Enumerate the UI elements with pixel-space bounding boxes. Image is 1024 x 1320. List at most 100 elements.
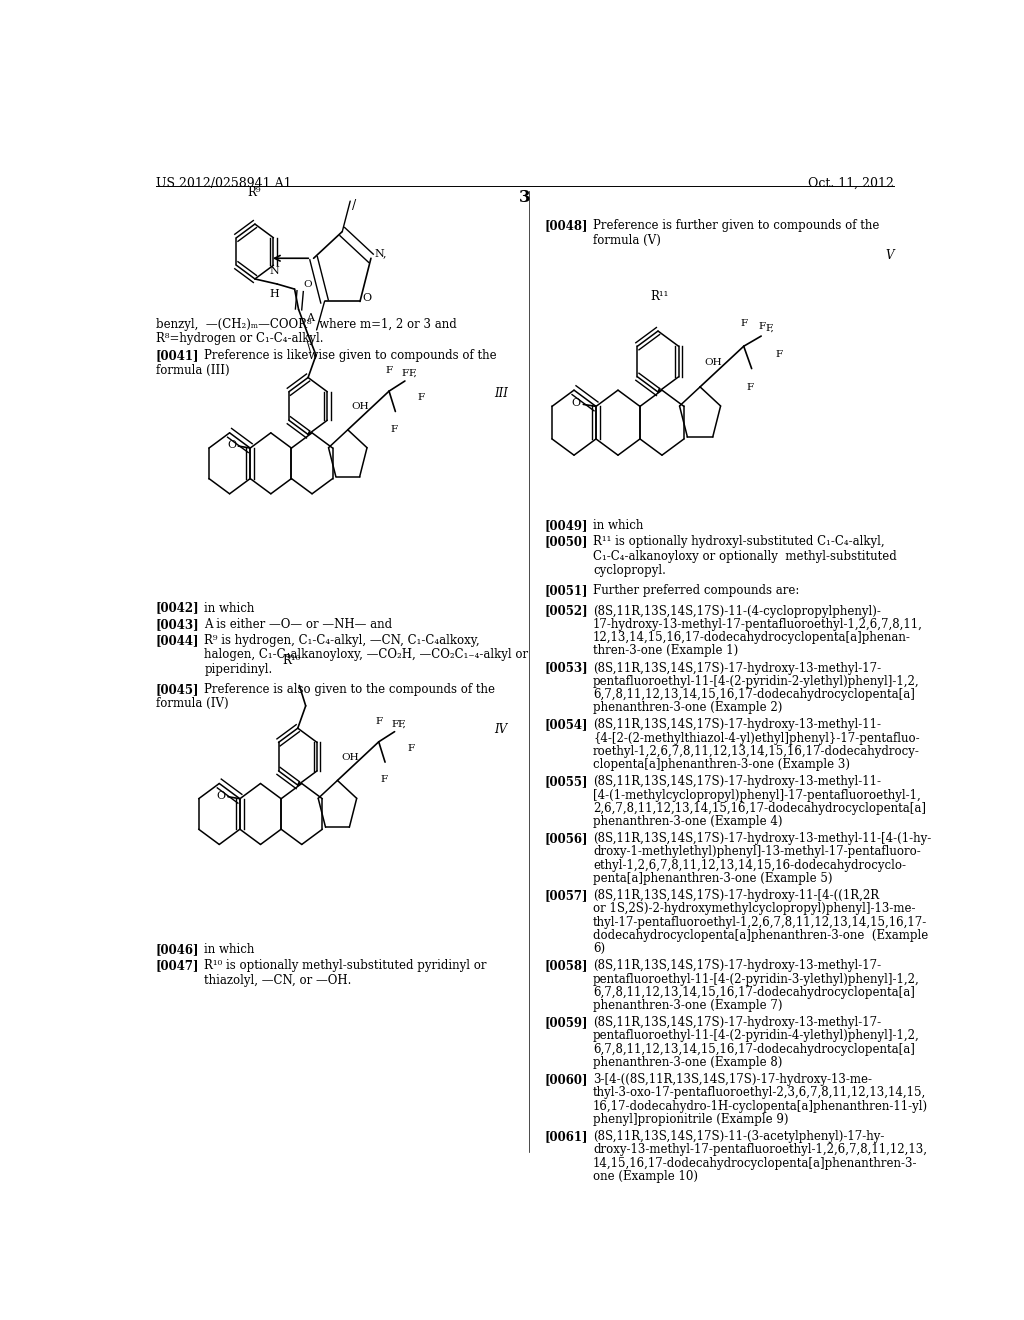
Text: in which: in which [204,942,255,956]
Text: 6,7,8,11,12,13,14,15,16,17-dodecahydrocyclopenta[a]: 6,7,8,11,12,13,14,15,16,17-dodecahydrocy… [593,1043,914,1056]
Text: roethyl-1,2,6,7,8,11,12,13,14,15,16,17-dodecahydrocy-: roethyl-1,2,6,7,8,11,12,13,14,15,16,17-d… [593,744,920,758]
Text: [4-(1-methylcyclopropyl)phenyl]-17-pentafluoroethyl-1,: [4-(1-methylcyclopropyl)phenyl]-17-penta… [593,788,921,801]
Text: in which: in which [593,519,643,532]
Text: phenanthren-3-one (Example 4): phenanthren-3-one (Example 4) [593,814,782,828]
Text: [0045]: [0045] [156,682,200,696]
Text: [0052]: [0052] [545,605,588,618]
Text: thiazolyl, —CN, or —OH.: thiazolyl, —CN, or —OH. [204,974,351,986]
Text: F: F [758,322,765,331]
Text: [0055]: [0055] [545,775,588,788]
Text: O: O [571,399,581,408]
Text: {4-[2-(2-methylthiazol-4-yl)ethyl]phenyl}-17-pentafluo-: {4-[2-(2-methylthiazol-4-yl)ethyl]phenyl… [593,731,920,744]
Text: [0059]: [0059] [545,1016,588,1030]
Text: OH: OH [705,358,722,367]
Text: R¹⁰: R¹⁰ [282,655,300,667]
Text: phenanthren-3-one (Example 8): phenanthren-3-one (Example 8) [593,1056,782,1069]
Text: 17-hydroxy-13-methyl-17-pentafluoroethyl-1,2,6,7,8,11,: 17-hydroxy-13-methyl-17-pentafluoroethyl… [593,618,923,631]
Text: 6,7,8,11,12,13,14,15,16,17-dodecahydrocyclopenta[a]: 6,7,8,11,12,13,14,15,16,17-dodecahydrocy… [593,688,914,701]
Text: (8S,11R,13S,14S,17S)-17-hydroxy-11-[4-((1R,2R: (8S,11R,13S,14S,17S)-17-hydroxy-11-[4-((… [593,890,880,902]
Text: (8S,11R,13S,14S,17S)-17-hydroxy-13-methyl-17-: (8S,11R,13S,14S,17S)-17-hydroxy-13-methy… [593,1016,882,1030]
Text: dodecahydrocyclopenta[a]phenanthren-3-one  (Example: dodecahydrocyclopenta[a]phenanthren-3-on… [593,929,929,942]
Text: O: O [303,280,312,289]
Text: cyclopropyl.: cyclopropyl. [593,564,666,577]
Text: F,: F, [409,370,417,378]
Text: O: O [217,791,226,801]
Text: [0042]: [0042] [156,602,200,615]
Text: 6,7,8,11,12,13,14,15,16,17-dodecahydrocyclopenta[a]: 6,7,8,11,12,13,14,15,16,17-dodecahydrocy… [593,986,914,999]
Text: F: F [775,350,782,359]
Text: \: \ [307,342,311,355]
Text: [0061]: [0061] [545,1130,588,1143]
Text: (8S,11R,13S,14S,17S)-17-hydroxy-13-methyl-17-: (8S,11R,13S,14S,17S)-17-hydroxy-13-methy… [593,960,882,973]
Text: (8S,11R,13S,14S,17S)-17-hydroxy-13-methyl-11-: (8S,11R,13S,14S,17S)-17-hydroxy-13-methy… [593,718,881,731]
Text: R¹⁰ is optionally methyl-substituted pyridinyl or: R¹⁰ is optionally methyl-substituted pyr… [204,960,486,973]
Text: (8S,11R,13S,14S,17S)-17-hydroxy-13-methyl-11-[4-(1-hy-: (8S,11R,13S,14S,17S)-17-hydroxy-13-methy… [593,833,931,845]
Text: R⁸=hydrogen or C₁-C₄-alkyl.: R⁸=hydrogen or C₁-C₄-alkyl. [156,333,324,346]
Text: F: F [376,717,383,726]
Text: thyl-3-oxo-17-pentafluoroethyl-2,3,6,7,8,11,12,13,14,15,: thyl-3-oxo-17-pentafluoroethyl-2,3,6,7,8… [593,1086,927,1100]
Text: 2,6,7,8,11,12,13,14,15,16,17-dodecahydrocyclopenta[a]: 2,6,7,8,11,12,13,14,15,16,17-dodecahydro… [593,801,926,814]
Text: 14,15,16,17-dodecahydrocyclopenta[a]phenanthren-3-: 14,15,16,17-dodecahydrocyclopenta[a]phen… [593,1156,918,1170]
Text: O: O [227,440,237,450]
Text: formula (IV): formula (IV) [156,697,228,710]
Text: pentafluoroethyl-11-[4-(2-pyridin-3-ylethyl)phenyl]-1,2,: pentafluoroethyl-11-[4-(2-pyridin-3-ylet… [593,973,920,986]
Text: IV: IV [495,722,508,735]
Text: (8S,11R,13S,14S,17S)-11-(3-acetylphenyl)-17-hy-: (8S,11R,13S,14S,17S)-11-(3-acetylphenyl)… [593,1130,885,1143]
Text: F: F [401,370,409,378]
Text: Preference is likewise given to compounds of the: Preference is likewise given to compound… [204,350,497,363]
Text: F: F [386,366,393,375]
Text: N: N [269,265,279,276]
Text: formula (III): formula (III) [156,364,229,376]
Text: [0046]: [0046] [156,942,200,956]
Text: Preference is further given to compounds of the: Preference is further given to compounds… [593,219,880,232]
Text: thyl-17-pentafluoroethyl-1,2,6,7,8,11,12,13,14,15,16,17-: thyl-17-pentafluoroethyl-1,2,6,7,8,11,12… [593,916,928,928]
Text: F: F [746,383,754,392]
Text: in which: in which [204,602,255,615]
Text: phenanthren-3-one (Example 7): phenanthren-3-one (Example 7) [593,999,782,1012]
Text: A: A [306,313,313,322]
Text: [0060]: [0060] [545,1073,588,1086]
Text: benzyl,  —(CH₂)ₘ—COOR⁸  where m=1, 2 or 3 and: benzyl, —(CH₂)ₘ—COOR⁸ where m=1, 2 or 3 … [156,318,457,331]
Text: [0056]: [0056] [545,833,588,845]
Text: 3-[4-((8S,11R,13S,14S,17S)-17-hydroxy-13-me-: 3-[4-((8S,11R,13S,14S,17S)-17-hydroxy-13… [593,1073,872,1086]
Text: [0051]: [0051] [545,585,588,597]
Text: or 1S,2S)-2-hydroxymethylcyclopropyl)phenyl]-13-me-: or 1S,2S)-2-hydroxymethylcyclopropyl)phe… [593,903,915,915]
Text: C₁-C₄-alkanoyloxy or optionally  methyl-substituted: C₁-C₄-alkanoyloxy or optionally methyl-s… [593,549,897,562]
Text: [0057]: [0057] [545,890,588,902]
Text: [0043]: [0043] [156,618,200,631]
Text: US 2012/0258941 A1: US 2012/0258941 A1 [156,177,292,190]
Text: (8S,11R,13S,14S,17S)-17-hydroxy-13-methyl-11-: (8S,11R,13S,14S,17S)-17-hydroxy-13-methy… [593,775,881,788]
Text: F: F [391,719,398,729]
Text: 6): 6) [593,942,605,956]
Text: pentafluoroethyl-11-[4-(2-pyridin-2-ylethyl)phenyl]-1,2,: pentafluoroethyl-11-[4-(2-pyridin-2-ylet… [593,675,920,688]
Text: one (Example 10): one (Example 10) [593,1170,698,1183]
Text: OH: OH [351,403,370,412]
Text: R¹¹: R¹¹ [650,289,669,302]
Text: N,: N, [375,248,387,259]
Text: /: / [352,199,356,213]
Text: piperidinyl.: piperidinyl. [204,663,272,676]
Text: [0054]: [0054] [545,718,588,731]
Text: [0058]: [0058] [545,960,588,973]
Text: 16,17-dodecahydro-1H-cyclopenta[a]phenanthren-11-yl): 16,17-dodecahydro-1H-cyclopenta[a]phenan… [593,1100,928,1113]
Text: F: F [380,775,387,784]
Text: phenanthren-3-one (Example 2): phenanthren-3-one (Example 2) [593,701,782,714]
Text: phenyl]propionitrile (Example 9): phenyl]propionitrile (Example 9) [593,1113,788,1126]
Text: 3: 3 [519,189,530,206]
Text: penta[a]phenanthren-3-one (Example 5): penta[a]phenanthren-3-one (Example 5) [593,873,833,884]
Text: 12,13,14,15,16,17-dodecahydrocyclopenta[a]phenan-: 12,13,14,15,16,17-dodecahydrocyclopenta[… [593,631,911,644]
Text: R⁹: R⁹ [247,186,260,198]
Text: halogen, C₁-C₄alkanoyloxy, —CO₂H, —CO₂C₁₋₄-alkyl or: halogen, C₁-C₄alkanoyloxy, —CO₂H, —CO₂C₁… [204,648,528,661]
Text: pentafluoroethyl-11-[4-(2-pyridin-4-ylethyl)phenyl]-1,2,: pentafluoroethyl-11-[4-(2-pyridin-4-ylet… [593,1030,920,1043]
Text: ethyl-1,2,6,7,8,11,12,13,14,15,16-dodecahydrocyclo-: ethyl-1,2,6,7,8,11,12,13,14,15,16-dodeca… [593,859,906,871]
Text: F: F [740,319,748,327]
Text: [0050]: [0050] [545,536,588,549]
Text: [0053]: [0053] [545,661,588,675]
Text: thren-3-one (Example 1): thren-3-one (Example 1) [593,644,738,657]
Text: formula (V): formula (V) [593,234,660,247]
Text: O: O [362,293,372,304]
Text: (8S,11R,13S,14S,17S)-11-(4-cyclopropylphenyl)-: (8S,11R,13S,14S,17S)-11-(4-cyclopropylph… [593,605,881,618]
Text: Further preferred compounds are:: Further preferred compounds are: [593,585,800,597]
Text: F: F [408,744,415,752]
Text: R⁹ is hydrogen, C₁-C₄-alkyl, —CN, C₁-C₄alkoxy,: R⁹ is hydrogen, C₁-C₄-alkyl, —CN, C₁-C₄a… [204,634,480,647]
